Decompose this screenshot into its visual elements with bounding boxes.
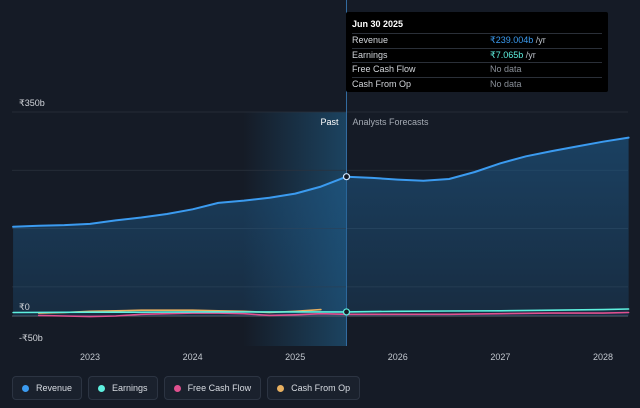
legend-label: Earnings: [112, 383, 148, 393]
past-label: Past: [320, 117, 339, 127]
revenue-area: [13, 137, 629, 316]
tooltip-row-value: No data: [490, 78, 522, 92]
tooltip-row: Revenue ₹239.004b /yr: [352, 33, 602, 48]
tooltip-value-number: ₹7.065b: [490, 49, 524, 60]
legend-label: Free Cash Flow: [187, 383, 252, 393]
earnings-marker: [342, 308, 351, 316]
tooltip-value-number: ₹239.004b: [490, 35, 534, 45]
legend-dot-icon: [277, 384, 285, 392]
legend-label: Revenue: [36, 383, 73, 393]
revenue-marker: [342, 173, 351, 181]
x-tick-label: 2026: [388, 352, 408, 362]
legend-item-cash-from-op[interactable]: Cash From Op: [267, 376, 361, 400]
tooltip-row-label: Earnings: [352, 49, 388, 60]
x-tick-label: 2024: [183, 352, 203, 362]
tooltip-row-value: ₹239.004b /yr: [490, 34, 546, 48]
tooltip-row: Free Cash Flow No data: [352, 62, 602, 77]
legend-item-free-cash-flow[interactable]: Free Cash Flow: [163, 376, 262, 400]
legend-item-earnings[interactable]: Earnings: [88, 376, 158, 400]
y-tick-label: ₹350b: [19, 98, 45, 108]
x-tick-label: 2027: [490, 352, 510, 362]
series-line-free-cash-flow: [37, 311, 630, 318]
legend-label: Cash From Op: [291, 383, 351, 393]
legend: Revenue Earnings Free Cash Flow Cash From O…: [12, 376, 361, 400]
x-tick-label: 2023: [80, 352, 100, 362]
forecast-label: Analysts Forecasts: [353, 117, 430, 127]
tooltip-value-unit: /yr: [523, 49, 536, 60]
tooltip: Jun 30 2025 Revenue ₹239.004b /yr Earnings…: [346, 12, 608, 92]
tooltip-row-value: No data: [490, 63, 522, 77]
y-tick-label: -₹50b: [19, 333, 43, 343]
series-line-revenue: [12, 136, 630, 228]
legend-dot-icon: [98, 384, 106, 392]
tooltip-row: Cash From Op No data: [352, 76, 602, 92]
tooltip-value-unit: /yr: [533, 35, 546, 45]
tooltip-row-label: Free Cash Flow: [352, 64, 416, 74]
tooltip-row-label: Cash From Op: [352, 78, 412, 89]
tooltip-row: Earnings ₹7.065b /yr: [352, 47, 602, 63]
tooltip-value-number: No data: [490, 64, 522, 74]
legend-dot-icon: [173, 384, 181, 392]
x-tick-label: 2028: [593, 352, 613, 362]
tooltip-date: Jun 30 2025: [352, 19, 404, 29]
tooltip-value-number: No data: [490, 78, 522, 89]
tooltip-row-value: ₹7.065b /yr: [490, 49, 536, 63]
x-tick-label: 2025: [285, 352, 305, 362]
legend-dot-icon: [22, 384, 29, 392]
y-tick-label: ₹0: [19, 302, 30, 312]
legend-item-revenue[interactable]: Revenue: [12, 376, 83, 400]
tooltip-row-label: Revenue: [352, 35, 389, 45]
